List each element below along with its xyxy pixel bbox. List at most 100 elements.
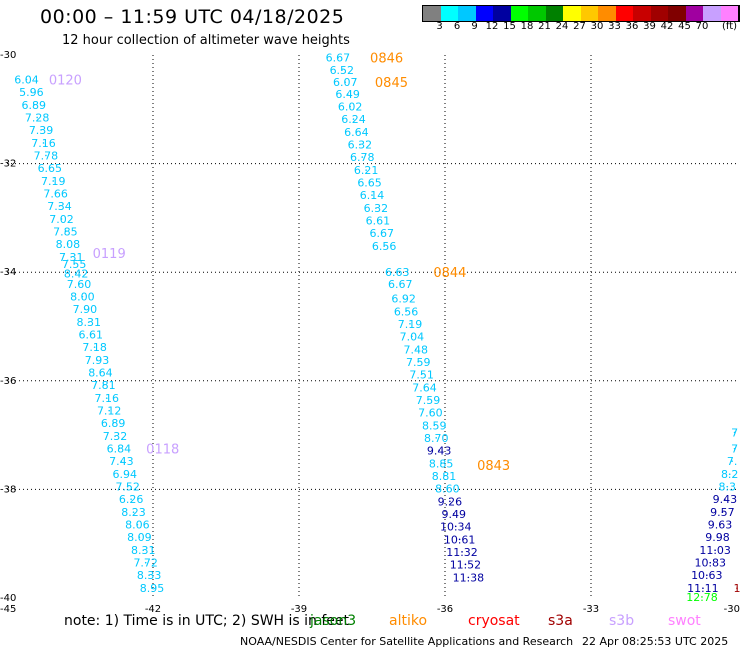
data-point: [30, 91, 33, 93]
data-point: [40, 129, 42, 131]
y-tick-label: -38: [0, 484, 16, 495]
swh-label: 6.65: [357, 177, 382, 190]
colorbar-swatch: [615, 6, 633, 21]
data-point: [433, 424, 436, 427]
colorbar-tick-label: 39: [643, 21, 656, 32]
colorbar-tick-label: 3: [436, 21, 443, 32]
time-label: 0843: [477, 459, 510, 474]
legend-altiko: altiko: [389, 613, 428, 629]
data-point: [60, 218, 63, 220]
swh-label: 7.55: [62, 258, 87, 271]
data-point: [99, 371, 102, 374]
colorbar-tick-label: 9: [471, 21, 478, 32]
colorbar-swatch: [458, 6, 476, 21]
swh-label: 7: [731, 426, 738, 439]
swh-label: 7.19: [41, 175, 66, 188]
data-point: [427, 399, 429, 401]
data-point: [130, 498, 132, 500]
swh-label: 6.64: [344, 126, 369, 139]
swh-label: 7.18: [82, 341, 107, 354]
swh-label: 8.60: [435, 482, 460, 495]
swh-label: 6.24: [341, 113, 366, 126]
data-point: [42, 142, 45, 144]
data-point: [409, 322, 411, 325]
time-label: 0844: [433, 266, 466, 281]
data-point: [458, 538, 461, 541]
note-text: note: 1) Time is in UTC; 2) SWH is in fe…: [64, 613, 350, 629]
swh-label: 7.: [727, 455, 738, 468]
swh-label: 7.04: [400, 330, 425, 343]
x-tick-label: -33: [583, 604, 599, 615]
chart-subtitle: 12 hour collection of altimeter wave hei…: [62, 33, 350, 48]
data-point: [341, 69, 343, 72]
data-point: [138, 536, 141, 538]
data-point: [402, 297, 405, 300]
data-point: [70, 256, 73, 258]
swh-label: 7.12: [97, 405, 122, 418]
data-point: [349, 105, 351, 108]
swh-label: 7.93: [85, 354, 110, 367]
y-tick-label: -34: [0, 267, 16, 278]
data-point: [45, 154, 47, 157]
colorbar-swatch: [493, 6, 511, 21]
data-point: [467, 576, 470, 579]
colorbar-swatch: [703, 6, 721, 21]
swh-label: 6.02: [338, 101, 363, 114]
data-point: [449, 500, 451, 503]
swh-label: 9.43: [427, 444, 452, 457]
data-point: [461, 551, 463, 553]
data-point: [120, 460, 123, 462]
data-point: [371, 194, 373, 196]
swh-label: 8.85: [429, 457, 454, 470]
swh-label: 6.63: [385, 266, 410, 279]
swh-label: 8.23: [121, 506, 146, 519]
data-point: [383, 245, 385, 247]
colorbar-swatch: [580, 6, 598, 21]
swh-label: 8.33: [137, 569, 162, 582]
data-point: [75, 272, 77, 275]
colorbar-tick-label: 42: [660, 21, 674, 32]
data-point: [49, 167, 51, 169]
colorbar-tick-label: 45: [678, 21, 691, 32]
colorbar-tick-label: 70: [695, 21, 709, 32]
data-point: [118, 447, 120, 450]
data-point: [52, 180, 55, 182]
swh-label: 7.43: [109, 455, 134, 468]
footer-credit: NOAA/NESDIS Center for Satellite Applica…: [240, 635, 574, 648]
swh-label: 6.49: [335, 88, 360, 101]
data-point: [736, 587, 738, 590]
x-tick-label: -36: [437, 604, 453, 615]
data-point: [365, 169, 367, 171]
colorbar-swatch: [528, 6, 546, 21]
swh-label: 7: [731, 443, 738, 456]
swh-label: 7.59: [406, 356, 431, 369]
y-tick-label: -40: [0, 593, 16, 604]
swh-label: 8.09: [127, 531, 152, 544]
data-point: [452, 513, 455, 515]
swh-label: 1: [734, 582, 740, 595]
swh-label: 10.63: [691, 569, 723, 582]
swh-label: 6.92: [391, 292, 416, 305]
swh-label: 7.32: [103, 430, 128, 443]
colorbar-swatch: [685, 6, 703, 21]
swh-label: 6.89: [22, 99, 47, 112]
swh-label: 7.90: [73, 303, 98, 316]
swh-label: 5.96: [19, 86, 44, 99]
x-tick-label: -45: [0, 604, 16, 615]
swh-label: 9.43: [713, 493, 738, 506]
data-point: [102, 384, 105, 386]
colorbar-tick-label: 6: [453, 21, 461, 32]
swh-label: 7.16: [95, 392, 120, 405]
data-point: [417, 360, 420, 363]
colorbar-swatch: [738, 6, 740, 21]
data-point: [93, 346, 96, 348]
data-point: [420, 373, 423, 376]
swh-label: 7.66: [43, 187, 68, 200]
footer-timestamp: 22 Apr 08:25:53 UTC 2025: [582, 635, 729, 648]
data-point: [123, 473, 126, 475]
legend-s3a: s3a: [548, 613, 573, 629]
swh-label: 6.21: [354, 164, 379, 177]
data-point: [105, 397, 108, 399]
colorbar-tick-label: 15: [503, 21, 516, 32]
colorbar-swatch: [545, 6, 563, 21]
